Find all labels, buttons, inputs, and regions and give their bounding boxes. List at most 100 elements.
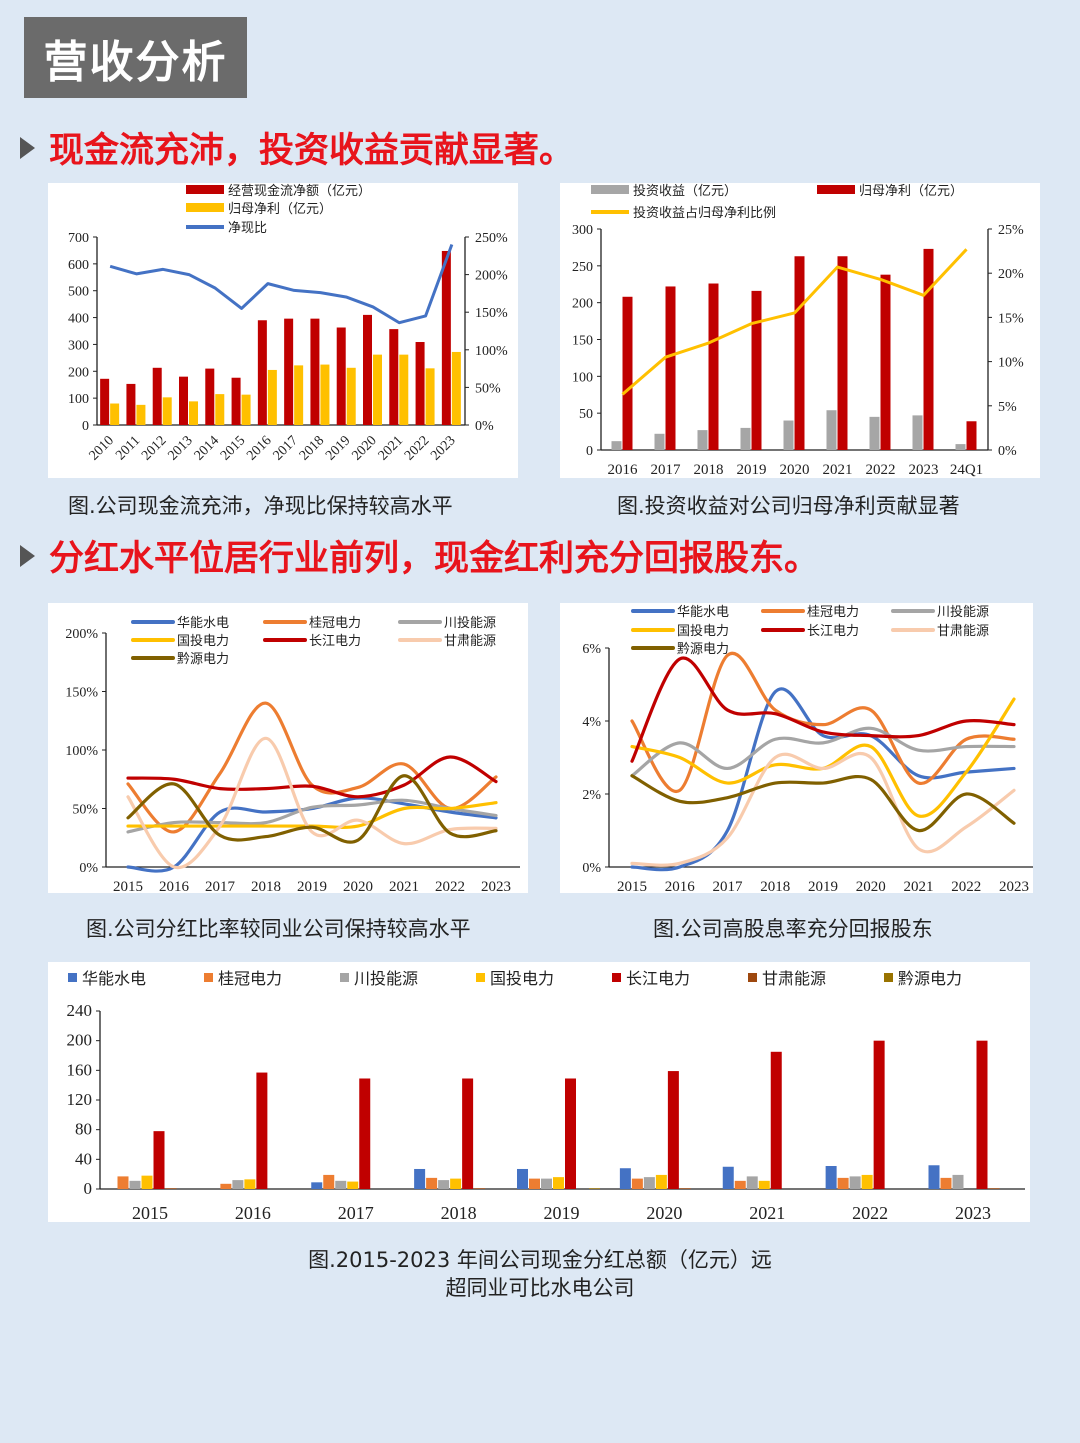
bar-华能水电 xyxy=(414,1168,426,1189)
bar-国投电力 xyxy=(244,1179,256,1189)
line-华能水电 xyxy=(630,687,1016,872)
legend-label: 净现比 xyxy=(228,221,267,236)
bar-经营现金流净额（亿元） xyxy=(231,377,241,425)
section-heading-cashflow: 现金流充沛，投资收益贡献显著。 xyxy=(20,122,574,173)
bar-投资收益（亿元） xyxy=(654,433,665,450)
legend-swatch xyxy=(748,973,757,982)
caption-yield: 图.公司高股息率充分回报股东 xyxy=(653,917,933,941)
x-tick-label: 24Q1 xyxy=(950,462,983,478)
y-tick-label: 100% xyxy=(65,744,98,759)
chart-investment-income: 0 50 100 150 200 250 300 0% 5% 10% 15% 20% 25% 2016 20… xyxy=(560,183,1040,478)
caption-investment: 图.投资收益对公司归母净利贡献显著 xyxy=(617,494,960,518)
legend-swatch xyxy=(817,185,855,194)
y2-tick-label: 50% xyxy=(475,381,501,396)
bar-归母净利（亿元） xyxy=(622,296,633,450)
legend-label: 桂冠电力 xyxy=(218,969,282,988)
section-heading-dividend: 分红水平位居行业前列，现金红利充分回报股东。 xyxy=(20,530,819,581)
y-tick-label: 600 xyxy=(68,258,89,273)
y-tick-label: 200 xyxy=(572,297,593,312)
legend-label: 长江电力 xyxy=(807,624,859,639)
bar-华能水电 xyxy=(619,1168,631,1189)
y-tick-label: 250 xyxy=(572,260,593,275)
x-tick-label: 2019 xyxy=(297,879,327,893)
x-tick-label: 2017 xyxy=(713,879,744,893)
bar-经营现金流净额（亿元） xyxy=(257,320,267,425)
bar-国投电力 xyxy=(347,1181,359,1189)
x-tick-label: 2017 xyxy=(205,879,236,893)
bar-长江电力 xyxy=(462,1078,474,1189)
line-桂冠电力 xyxy=(126,701,498,834)
triangle-bullet-icon xyxy=(20,136,35,159)
y-tick-label: 300 xyxy=(68,338,89,353)
bar-投资收益（亿元） xyxy=(912,415,923,450)
heading-text: 现金流充沛，投资收益贡献显著。 xyxy=(49,131,575,171)
line-国投电力 xyxy=(630,697,1016,818)
x-tick-label: 2022 xyxy=(866,462,896,478)
x-tick-label: 2010 xyxy=(87,433,117,463)
bar-甘肃能源 xyxy=(679,1188,691,1189)
x-tick-label: 2018 xyxy=(760,879,790,893)
y-tick-label: 200 xyxy=(67,1031,93,1050)
chart-dividend-yield: 0% 2% 4% 6% 2015 2016 2017 2018 2019 2020 2021 2022… xyxy=(560,603,1033,893)
legend-label: 华能水电 xyxy=(82,969,146,988)
bar-国投电力 xyxy=(141,1175,153,1189)
caption-dividend-total-1: 图.2015-2023 年间公司现金分红总额（亿元）远 xyxy=(308,1248,772,1272)
chart-payout-ratio: 0% 50% 100% 150% 200% 2015 2016 2017 2018 2019 202… xyxy=(48,603,528,893)
legend-label: 长江电力 xyxy=(309,634,361,649)
bar-归母净利（亿元） xyxy=(399,354,409,425)
x-tick-label: 2015 xyxy=(113,879,143,893)
legend-swatch xyxy=(204,973,213,982)
legend-label: 华能水电 xyxy=(677,605,729,620)
y2-tick-label: 0% xyxy=(475,419,494,434)
x-tick-label: 2017 xyxy=(271,433,301,463)
bar-川投能源 xyxy=(232,1180,244,1189)
y-tick-label: 50% xyxy=(72,803,98,818)
y-tick-label: 0 xyxy=(84,1179,93,1198)
bar-川投能源 xyxy=(129,1180,141,1189)
line-净现比 xyxy=(109,244,454,325)
bar-国投电力 xyxy=(655,1174,667,1189)
bar-经营现金流净额（亿元） xyxy=(389,329,399,425)
bar-经营现金流净额（亿元） xyxy=(179,376,188,425)
y-tick-label: 160 xyxy=(67,1060,93,1079)
y-tick-label: 150% xyxy=(65,686,98,701)
y-tick-label: 400 xyxy=(68,312,89,327)
y2-tick-label: 5% xyxy=(998,400,1017,415)
legend-swatch xyxy=(612,973,621,982)
bar-归母净利（亿元） xyxy=(923,248,934,450)
x-tick-label: 2019 xyxy=(808,879,838,893)
bar-归母净利（亿元） xyxy=(346,367,356,425)
x-tick-label: 2020 xyxy=(343,879,373,893)
bar-桂冠电力 xyxy=(734,1180,746,1189)
bar-国投电力 xyxy=(758,1180,770,1189)
line-长江电力 xyxy=(126,755,498,799)
bar-投资收益（亿元） xyxy=(955,444,966,450)
x-tick-label: 2016 xyxy=(608,462,639,478)
bar-归母净利（亿元） xyxy=(373,354,382,425)
x-tick-label: 2019 xyxy=(323,433,353,463)
x-tick-label: 2023 xyxy=(428,433,458,463)
line-甘肃能源 xyxy=(630,751,1016,867)
x-tick-label: 2020 xyxy=(349,433,379,463)
bar-长江电力 xyxy=(565,1078,576,1189)
bar-华能水电 xyxy=(928,1165,940,1189)
bar-长江电力 xyxy=(256,1072,268,1189)
bar-甘肃能源 xyxy=(165,1188,177,1189)
legend-label: 国投电力 xyxy=(177,633,229,649)
bar-归母净利（亿元） xyxy=(320,364,330,425)
y-tick-label: 0 xyxy=(586,444,593,459)
bar-归母净利（亿元） xyxy=(241,394,251,425)
bar-国投电力 xyxy=(861,1174,873,1189)
bar-黔源电力 xyxy=(589,1188,600,1189)
y-tick-label: 700 xyxy=(68,231,89,246)
legend-swatch xyxy=(476,973,485,982)
bar-桂冠电力 xyxy=(426,1177,438,1189)
x-tick-label: 2023 xyxy=(481,879,511,893)
x-tick-label: 2019 xyxy=(737,462,767,478)
legend-swatch xyxy=(186,185,224,194)
y-tick-label: 200% xyxy=(65,627,98,642)
bar-归母净利（亿元） xyxy=(837,256,848,450)
legend-label: 投资收益（亿元） xyxy=(633,183,737,199)
bar-经营现金流净额（亿元） xyxy=(100,378,110,425)
line-桂冠电力 xyxy=(630,651,1016,794)
